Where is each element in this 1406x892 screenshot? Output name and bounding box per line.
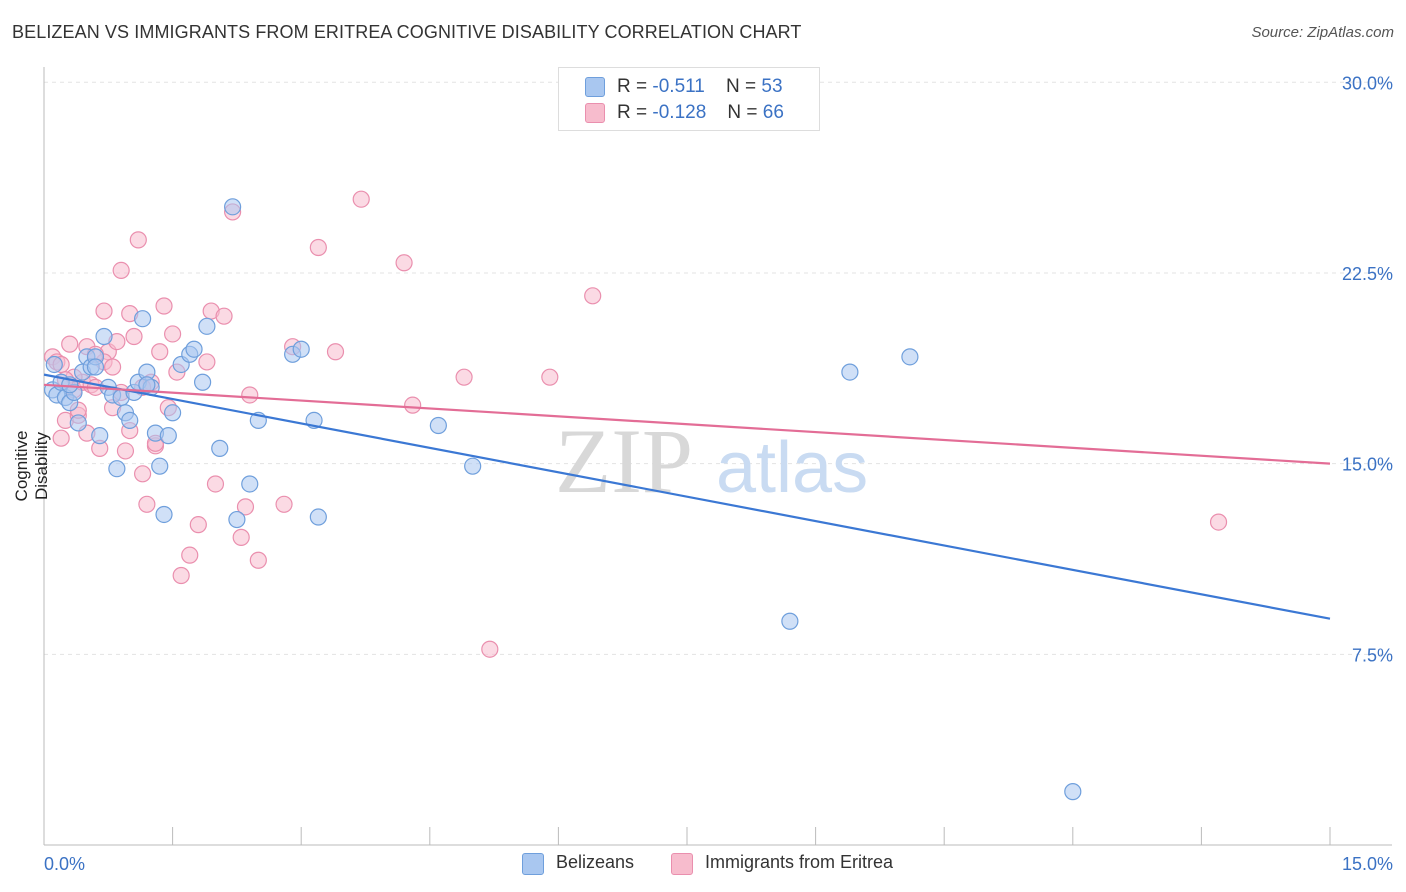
eritrea-point: [155, 297, 173, 315]
eritrea-point: [326, 343, 345, 361]
correlation-legend: R = -0.511 N = 53 R = -0.128 N = 66: [558, 67, 820, 131]
belizeans-point: [159, 427, 177, 445]
eritrea-point: [395, 254, 413, 272]
axes: [43, 67, 1392, 846]
belizeans-point: [164, 404, 182, 422]
eritrea-point: [151, 343, 169, 361]
legend-r-label: R =: [617, 102, 648, 123]
eritrea-point: [189, 516, 207, 534]
eritrea-point: [541, 368, 559, 386]
belizeans-point: [224, 198, 242, 216]
belizeans-trend-line: [43, 373, 1331, 620]
belizeans-point: [151, 457, 169, 475]
belizeans-point: [108, 460, 126, 478]
belizeans-point: [464, 457, 482, 475]
belizeans-point: [95, 327, 113, 346]
y-tick-label: 30.0%: [1342, 73, 1393, 93]
legend-swatch-pink: [585, 103, 605, 123]
eritrea-point: [95, 302, 113, 320]
legend-r-label: R =: [617, 76, 648, 97]
y-tick-label: 7.5%: [1352, 645, 1393, 665]
belizeans-point: [86, 358, 105, 376]
trend-lines: [43, 373, 1331, 620]
eritrea-point: [198, 353, 216, 371]
eritrea-point: [1209, 513, 1228, 531]
eritrea-point: [309, 238, 327, 257]
belizeans-point: [781, 612, 799, 630]
x-tick-label: 15.0%: [1342, 854, 1393, 874]
bottom-legend-label: Belizeans: [556, 852, 635, 872]
belizeans-point: [69, 414, 87, 432]
belizeans-point: [1064, 783, 1082, 801]
series-belizeans-points: [43, 198, 1082, 801]
belizeans-point: [91, 427, 109, 445]
belizeans-point: [185, 340, 203, 358]
eritrea-point: [275, 495, 293, 513]
belizeans-point: [292, 340, 310, 358]
legend-r-value: -0.511: [652, 76, 705, 97]
belizeans-point: [155, 505, 173, 524]
y-axis-label: Cognitive Disability: [12, 430, 51, 502]
belizeans-point: [211, 439, 229, 457]
legend-r-value: -0.128: [652, 102, 707, 123]
watermark-atlas: atlas: [716, 428, 868, 508]
legend-swatch-blue: [585, 77, 605, 97]
belizeans-point: [194, 373, 212, 391]
legend-n-value: 66: [762, 102, 784, 123]
eritrea-point: [125, 327, 143, 346]
bottom-legend-label: Immigrants from Eritrea: [705, 852, 894, 872]
y-tick-label: 22.5%: [1342, 264, 1393, 284]
tick-labels: 7.5% 15.0% 22.5% 30.0% 0.0% 15.0%: [44, 73, 1393, 874]
legend-n-label: N =: [727, 102, 758, 123]
eritrea-point: [455, 368, 473, 386]
eritrea-point: [215, 307, 233, 325]
eritrea-point: [404, 396, 422, 414]
eritrea-point: [481, 640, 499, 658]
eritrea-point: [164, 325, 182, 343]
y-tick-label: 15.0%: [1342, 455, 1393, 475]
source-label: Source: ZipAtlas.com: [1251, 24, 1394, 41]
belizeans-point: [45, 355, 63, 374]
belizeans-point: [121, 411, 139, 430]
belizeans-point: [198, 317, 216, 335]
eritrea-point: [112, 261, 130, 279]
belizeans-point: [133, 310, 152, 328]
series-eritrea-points: [43, 190, 1228, 658]
eritrea-point: [116, 442, 135, 460]
belizeans-point: [841, 363, 859, 381]
eritrea-point: [249, 551, 267, 569]
eritrea-point: [61, 335, 79, 353]
belizeans-point: [901, 348, 919, 366]
x-tick-label: 0.0%: [44, 854, 85, 874]
eritrea-point: [129, 231, 147, 249]
belizeans-point: [241, 475, 259, 493]
eritrea-point: [181, 546, 199, 564]
grid-lines: [44, 81, 1392, 655]
eritrea-point: [241, 386, 259, 404]
eritrea-point: [232, 528, 250, 546]
chart-title: BELIZEAN VS IMMIGRANTS FROM ERITREA COGN…: [12, 22, 802, 42]
eritrea-point: [352, 190, 370, 208]
eritrea-trend-line: [43, 383, 1331, 465]
eritrea-point: [133, 465, 152, 483]
belizeans-point: [309, 508, 327, 526]
eritrea-point: [584, 287, 602, 305]
eritrea-point: [172, 566, 190, 585]
belizeans-point: [429, 416, 447, 435]
legend-n-value: 53: [761, 76, 783, 97]
bottom-legend-swatch-pink: [671, 853, 693, 875]
eritrea-point: [138, 495, 156, 513]
bottom-legend-swatch-blue: [522, 853, 544, 875]
belizeans-point: [228, 510, 246, 529]
eritrea-point: [236, 498, 255, 516]
legend-n-label: N =: [725, 76, 757, 97]
belizeans-point: [138, 376, 156, 394]
eritrea-point: [103, 358, 122, 376]
watermark-zip: ZIP: [555, 410, 693, 512]
eritrea-point: [52, 429, 70, 447]
eritrea-point: [206, 475, 225, 493]
